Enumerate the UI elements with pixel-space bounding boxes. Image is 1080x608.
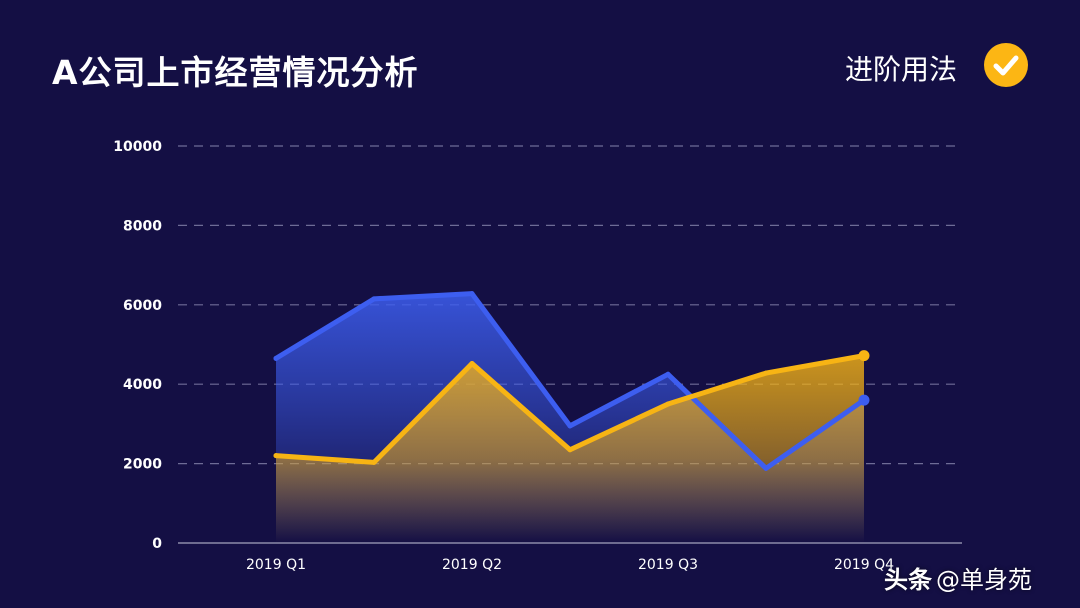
y-tick-label: 4000 <box>123 377 162 393</box>
y-tick-label: 6000 <box>123 298 162 314</box>
series-area-2 <box>276 355 864 543</box>
y-tick-label: 0 <box>152 536 162 552</box>
x-tick-label: 2019 Q1 <box>246 557 306 573</box>
data-point <box>858 394 870 406</box>
badge-label: 进阶用法 <box>845 53 958 86</box>
data-point <box>273 453 279 459</box>
series-lines <box>273 291 870 471</box>
data-point <box>371 459 377 465</box>
watermark: 头条 @单身苑 <box>884 560 1032 595</box>
x-tick-label: 2019 Q4 <box>834 557 894 573</box>
y-tick-label: 8000 <box>123 218 162 234</box>
y-tick-label: 2000 <box>123 457 162 473</box>
check-circle-icon <box>984 43 1028 87</box>
data-point <box>665 371 671 377</box>
data-point <box>567 423 573 429</box>
data-point <box>371 296 377 302</box>
data-point <box>665 401 671 407</box>
page-title: A公司上市经营情况分析 <box>52 53 419 92</box>
data-point <box>567 447 573 453</box>
x-tick-label: 2019 Q3 <box>638 557 698 573</box>
watermark-brand: 头条 <box>884 566 932 594</box>
data-point <box>469 361 475 367</box>
data-point <box>763 370 769 376</box>
y-axis-ticks: 0 2000 4000 6000 8000 10000 <box>113 139 162 552</box>
series-areas <box>276 293 864 543</box>
data-point <box>273 355 279 361</box>
x-tick-label: 2019 Q2 <box>442 557 502 573</box>
watermark-handle: @单身苑 <box>936 566 1032 594</box>
x-axis-ticks: 2019 Q1 2019 Q2 2019 Q3 2019 Q4 <box>246 557 894 573</box>
y-tick-label: 10000 <box>113 139 162 155</box>
data-point <box>763 465 769 471</box>
data-point <box>469 291 475 297</box>
data-point <box>858 350 870 362</box>
